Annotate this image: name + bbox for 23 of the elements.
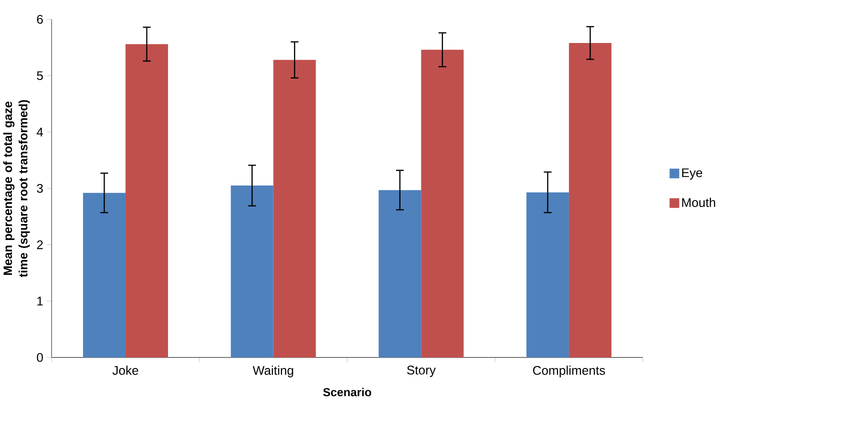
x-axis-title: Scenario	[323, 388, 372, 396]
bar	[230, 186, 274, 358]
bar	[83, 192, 126, 358]
x-tick-label: Compliments	[533, 366, 605, 378]
bar	[378, 190, 422, 358]
x-tick-label: Waiting	[252, 366, 294, 378]
y-tick-label: 6	[37, 14, 43, 24]
y-tick-label: 2	[37, 240, 43, 250]
legend-label: Eye	[682, 168, 702, 180]
bar	[126, 44, 168, 358]
bar	[526, 192, 569, 358]
y-tick-label: 1	[37, 296, 43, 306]
x-tick-label: Story	[407, 366, 436, 377]
legend-label: Mouth	[682, 198, 716, 207]
bar	[421, 50, 464, 358]
bar	[273, 60, 316, 358]
y-tick-label: 4	[36, 128, 44, 136]
x-tick-label: Joke	[112, 366, 138, 375]
y-tick-label: 3	[36, 184, 43, 193]
y-tick-label: 5	[36, 71, 43, 80]
y-axis-title: Mean percentage of total gaze time (square root transformed)	[3, 100, 30, 278]
y-tick-label: 0	[36, 352, 43, 362]
bar	[568, 42, 612, 358]
